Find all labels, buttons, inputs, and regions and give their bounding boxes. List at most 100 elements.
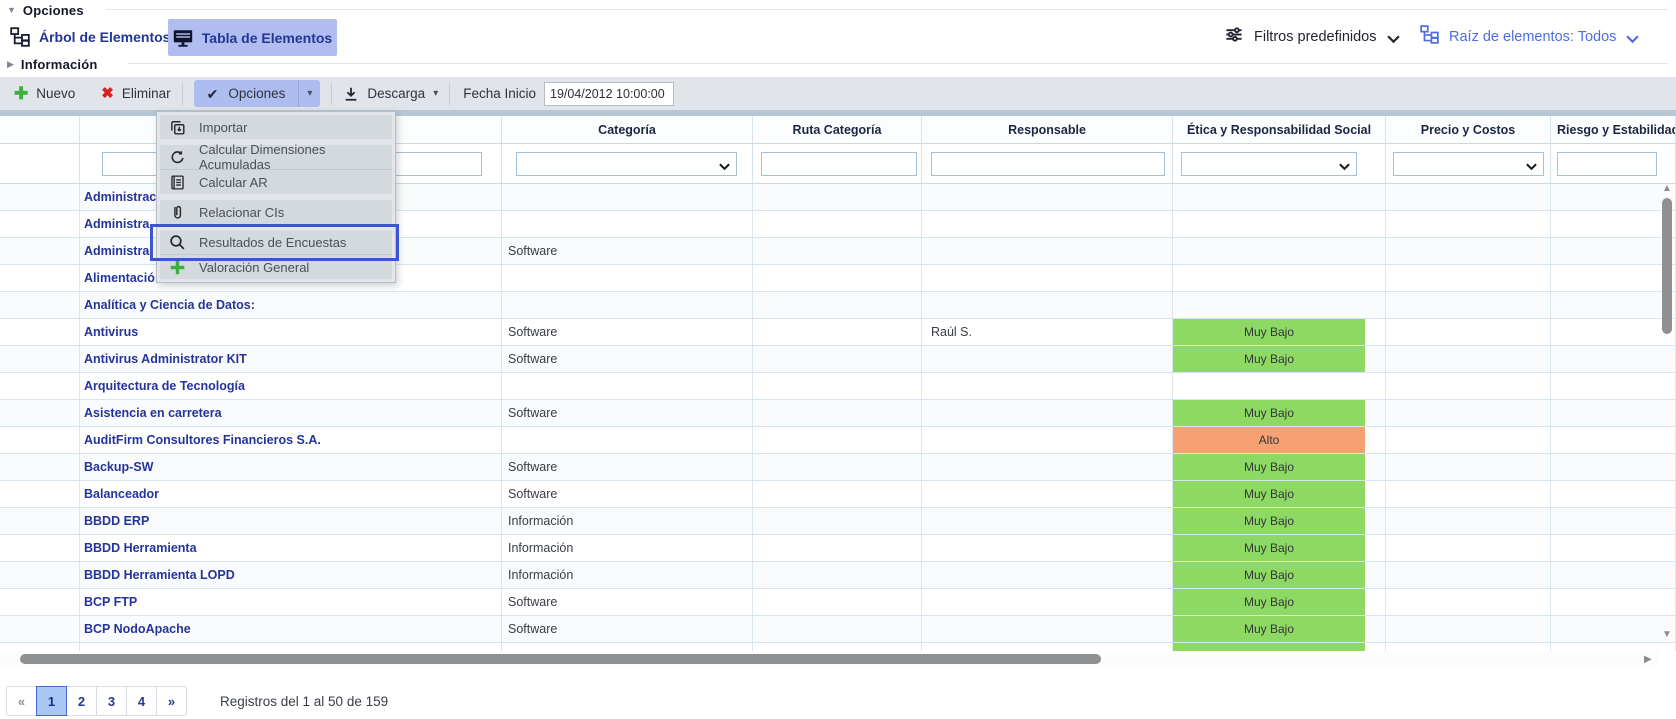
descarga-button[interactable]: Descarga ▾ bbox=[343, 86, 438, 102]
column-header-nombre bbox=[80, 116, 502, 143]
section-opciones-title: Opciones bbox=[22, 2, 84, 18]
element-name-link[interactable]: BCP FTP bbox=[80, 589, 502, 615]
section-divider bbox=[128, 63, 1668, 64]
table-row[interactable]: Analítica y Ciencia de Datos: bbox=[0, 292, 1676, 319]
table-row[interactable]: BCP NodoApache Software Muy Bajo bbox=[0, 616, 1676, 643]
ruta-categoria-cell bbox=[753, 184, 922, 210]
horizontal-scrollbar-thumb[interactable] bbox=[20, 654, 1101, 664]
menu-item-calcular-dimensiones-acumuladas[interactable]: Calcular Dimensiones Acumuladas bbox=[160, 142, 392, 172]
riesgo-cell bbox=[1551, 319, 1676, 345]
table-row[interactable]: BCP FTP Software Muy Bajo bbox=[0, 589, 1676, 616]
etica-cell: Muy Bajo bbox=[1173, 400, 1386, 426]
ruta-categoria-cell bbox=[753, 292, 922, 318]
element-name-link[interactable]: AuditFirm Consultores Financieros S.A. bbox=[80, 427, 502, 453]
element-name-link[interactable]: Asistencia en carretera bbox=[80, 400, 502, 426]
collapse-down-icon[interactable]: ▼ bbox=[7, 4, 16, 15]
raiz-de-elementos-dropdown[interactable]: Raíz de elementos: Todos bbox=[1420, 25, 1640, 48]
table-row[interactable]: BBDD Herramienta Información Muy Bajo bbox=[0, 535, 1676, 562]
rating-badge: Muy Bajo bbox=[1173, 400, 1365, 426]
tab-arbol-de-elementos[interactable]: Árbol de Elementos bbox=[10, 27, 170, 47]
filter-input-ruta_categoria[interactable] bbox=[761, 151, 917, 176]
table-row[interactable]: AuditFirm Consultores Financieros S.A. Al… bbox=[0, 427, 1676, 454]
riesgo-cell bbox=[1551, 616, 1676, 642]
element-name-link[interactable]: BBDD Herramienta LOPD bbox=[80, 562, 502, 588]
column-header-etica[interactable]: Ética y Responsabilidad Social bbox=[1173, 116, 1386, 143]
caret-down-icon: ▾ bbox=[433, 88, 439, 99]
responsable-cell bbox=[922, 454, 1173, 480]
element-name-link[interactable]: Alimentació bbox=[80, 265, 502, 291]
table-row[interactable]: Backup-SW Software Muy Bajo bbox=[0, 454, 1676, 481]
column-header-categoria[interactable]: Categoría bbox=[502, 116, 753, 143]
column-header-riesgo[interactable]: Riesgo y Estabilidad bbox=[1551, 116, 1676, 143]
filter-input-responsable[interactable] bbox=[931, 151, 1165, 176]
menu-item-relacionar-cis[interactable]: Relacionar CIs bbox=[160, 200, 392, 224]
element-name-link[interactable]: Administrac bbox=[80, 184, 502, 210]
table-row[interactable]: Antivirus Administrator KIT Software Muy B… bbox=[0, 346, 1676, 373]
scroll-up-icon[interactable]: ▲ bbox=[1662, 183, 1672, 194]
element-name-link[interactable] bbox=[80, 643, 502, 651]
filter-select-categoria[interactable] bbox=[516, 151, 737, 176]
element-name-link[interactable]: BBDD Herramienta bbox=[80, 535, 502, 561]
pagination-page-1[interactable]: 1 bbox=[36, 686, 67, 716]
ruta-categoria-cell bbox=[753, 319, 922, 345]
fecha-inicio-label: Fecha Inicio bbox=[463, 86, 537, 101]
nuevo-button[interactable]: ✚ Nuevo bbox=[14, 85, 75, 102]
responsable-cell bbox=[922, 346, 1173, 372]
element-name-link[interactable]: Administra bbox=[80, 238, 502, 264]
column-header-precio[interactable]: Precio y Costos bbox=[1386, 116, 1551, 143]
rating-badge: Muy Bajo bbox=[1173, 535, 1365, 561]
table-row[interactable]: Muy Bajo bbox=[0, 643, 1676, 651]
vertical-scrollbar-thumb[interactable] bbox=[1662, 198, 1672, 334]
element-name-link[interactable]: Arquitectura de Tecnología bbox=[80, 373, 502, 399]
precio-cell bbox=[1386, 238, 1551, 264]
pagination-page-2[interactable]: 2 bbox=[66, 686, 97, 716]
element-name-link[interactable]: Backup-SW bbox=[80, 454, 502, 480]
table-row[interactable]: Balanceador Software Muy Bajo bbox=[0, 481, 1676, 508]
row-select-cell bbox=[0, 400, 80, 426]
element-name-link[interactable]: Administra bbox=[80, 211, 502, 237]
filter-select-etica[interactable] bbox=[1181, 151, 1357, 176]
category-cell: Información bbox=[502, 508, 753, 534]
menu-item-calcular-ar[interactable]: Calcular AR bbox=[160, 169, 392, 194]
opciones-dropdown-arrow[interactable]: ▾ bbox=[298, 80, 321, 107]
scroll-down-icon[interactable]: ▼ bbox=[1662, 629, 1672, 640]
menu-item-resultados-de-encuestas[interactable]: Resultados de Encuestas bbox=[160, 230, 392, 254]
section-opciones: ▼ Opciones bbox=[7, 2, 84, 18]
table-row[interactable]: BBDD Herramienta LOPD Información Muy Bajo bbox=[0, 562, 1676, 589]
column-header-ruta_categoria[interactable]: Ruta Categoría bbox=[753, 116, 922, 143]
rating-badge: Muy Bajo bbox=[1173, 589, 1365, 615]
element-name-link[interactable]: BCP NodoApache bbox=[80, 616, 502, 642]
pagination-next-button[interactable]: » bbox=[156, 686, 187, 716]
tab-tabla-de-elementos[interactable]: Tabla de Elementos bbox=[168, 19, 337, 56]
pagination-prev-button[interactable]: « bbox=[6, 686, 37, 716]
responsable-cell bbox=[922, 589, 1173, 615]
element-name-link[interactable]: Antivirus Administrator KIT bbox=[80, 346, 502, 372]
element-name-link[interactable]: Balanceador bbox=[80, 481, 502, 507]
element-name-link[interactable]: Analítica y Ciencia de Datos: bbox=[80, 292, 502, 318]
filter-input-riesgo[interactable] bbox=[1557, 151, 1657, 176]
table-row[interactable]: BBDD ERP Información Muy Bajo bbox=[0, 508, 1676, 535]
pagination-page-4[interactable]: 4 bbox=[126, 686, 157, 716]
opciones-button[interactable]: ✔ Opciones bbox=[193, 80, 299, 107]
table-row[interactable]: Antivirus Software Raúl S. Muy Bajo bbox=[0, 319, 1676, 346]
element-name-link[interactable]: Antivirus bbox=[80, 319, 502, 345]
filter-select-precio[interactable] bbox=[1393, 151, 1544, 176]
collapse-right-icon[interactable]: ▶ bbox=[7, 58, 14, 69]
riesgo-cell bbox=[1551, 535, 1676, 561]
fecha-inicio-input[interactable] bbox=[544, 81, 675, 106]
riesgo-cell bbox=[1551, 238, 1676, 264]
filtros-predefinidos-dropdown[interactable]: Filtros predefinidos bbox=[1224, 25, 1400, 48]
scroll-right-icon[interactable]: ▶ bbox=[1644, 654, 1652, 665]
category-cell bbox=[502, 211, 753, 237]
riesgo-cell bbox=[1551, 211, 1676, 237]
menu-item-importar[interactable]: Importar bbox=[160, 115, 392, 139]
eliminar-button[interactable]: ✖ Eliminar bbox=[101, 86, 170, 101]
chevron-down-icon bbox=[1339, 160, 1350, 170]
menu-group: Calcular Dimensiones Acumuladas Calcular … bbox=[160, 142, 392, 194]
pagination-page-3[interactable]: 3 bbox=[96, 686, 127, 716]
table-row[interactable]: Arquitectura de Tecnología bbox=[0, 373, 1676, 400]
element-name-link[interactable]: BBDD ERP bbox=[80, 508, 502, 534]
table-row[interactable]: Asistencia en carretera Software Muy Bajo bbox=[0, 400, 1676, 427]
menu-item-valoraci-n-general[interactable]: Valoración General bbox=[160, 254, 392, 279]
column-header-responsable[interactable]: Responsable bbox=[922, 116, 1173, 143]
